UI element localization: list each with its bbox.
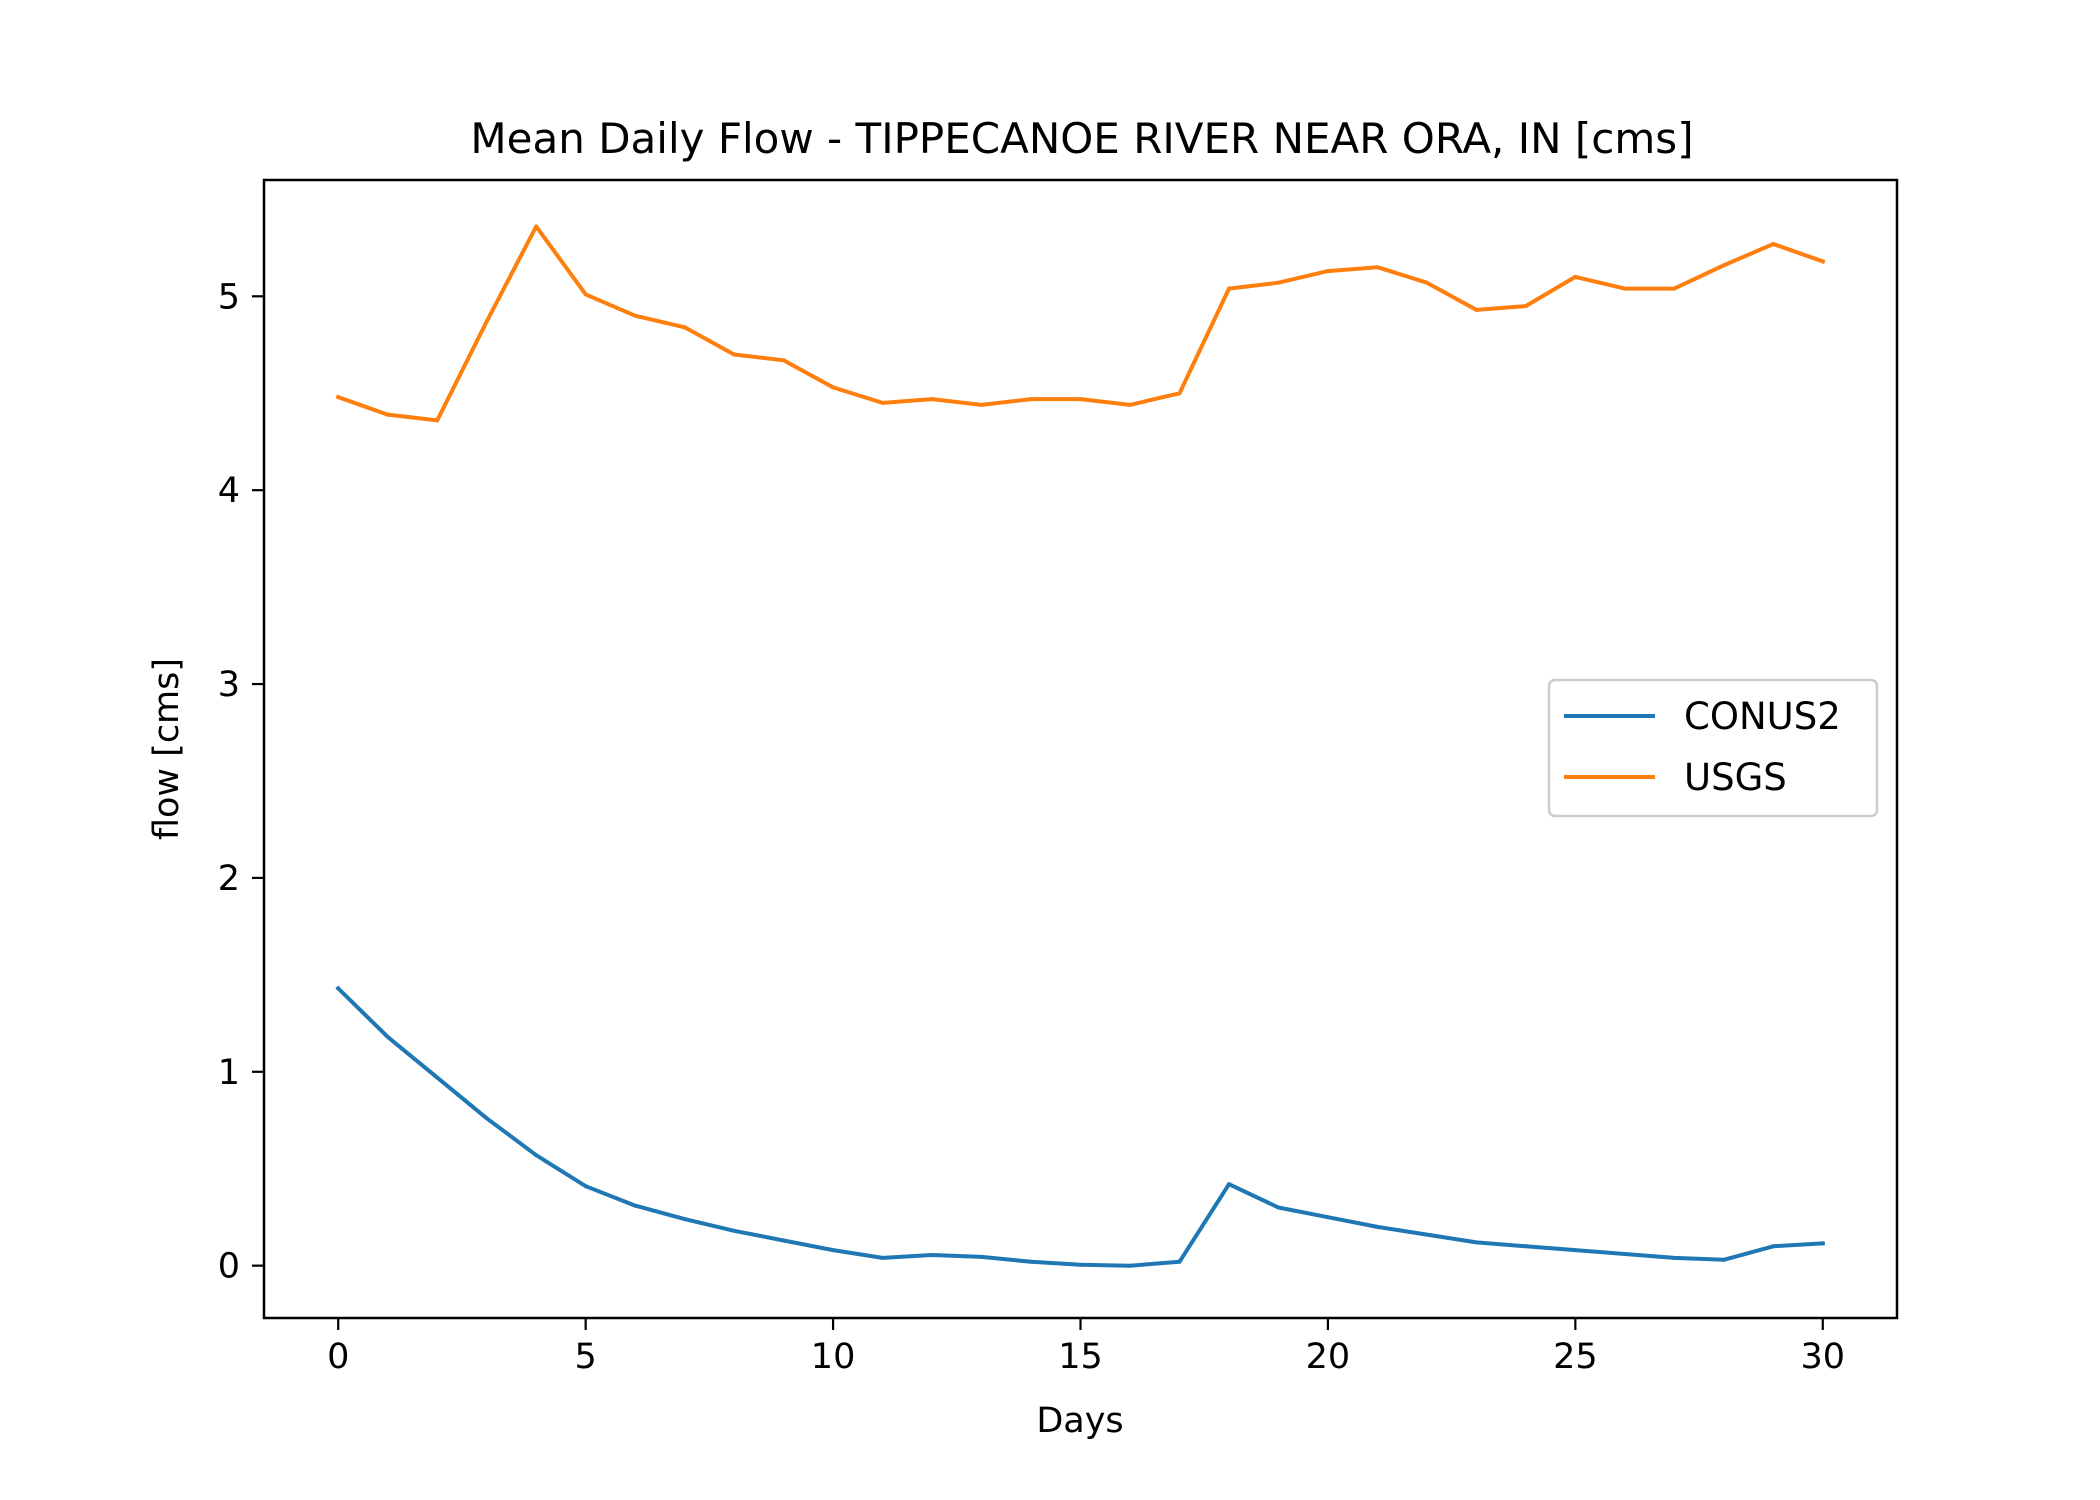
data-point-conus2 — [1177, 1259, 1182, 1264]
data-point-conus2 — [1622, 1252, 1627, 1256]
data-point-conus2 — [781, 1238, 786, 1243]
data-point-conus2 — [1474, 1240, 1479, 1245]
data-point-conus2 — [1672, 1255, 1677, 1260]
x-tick-label: 20 — [1306, 1337, 1351, 1377]
y-tick-label: 1 — [218, 1053, 240, 1093]
data-point-usgs — [979, 402, 984, 407]
y-axis-ticks: 0 1 2 3 4 5 — [218, 277, 264, 1287]
data-point-usgs — [1523, 304, 1528, 308]
data-point-usgs — [1375, 265, 1380, 270]
x-tick-label: 30 — [1800, 1337, 1845, 1377]
data-point-usgs — [781, 358, 786, 363]
data-point-conus2 — [1721, 1257, 1726, 1262]
data-point-usgs — [633, 313, 638, 318]
data-point-usgs — [1078, 397, 1083, 402]
data-point-conus2 — [682, 1217, 687, 1222]
data-point-conus2 — [1227, 1182, 1231, 1187]
data-point-usgs — [336, 395, 341, 400]
y-tick-label: 0 — [218, 1247, 240, 1287]
data-point-conus2 — [732, 1228, 737, 1233]
data-point-usgs — [583, 292, 588, 297]
data-point-conus2 — [1375, 1224, 1380, 1229]
data-point-usgs — [1177, 391, 1182, 396]
data-point-usgs — [1474, 307, 1479, 312]
data-point-usgs — [1029, 397, 1033, 402]
data-point-conus2 — [1771, 1244, 1776, 1249]
data-point-usgs — [880, 400, 885, 405]
data-point-usgs — [1424, 280, 1429, 285]
data-point-usgs — [484, 319, 489, 324]
data-point-conus2 — [930, 1253, 934, 1257]
x-tick-label: 5 — [575, 1337, 597, 1377]
data-point-conus2 — [1276, 1205, 1281, 1210]
data-point-conus2 — [1820, 1241, 1825, 1246]
x-tick-label: 10 — [811, 1337, 856, 1377]
data-point-usgs — [1227, 286, 1231, 291]
data-point-conus2 — [831, 1248, 836, 1253]
data-point-usgs — [1672, 286, 1677, 291]
data-point-conus2 — [1128, 1263, 1132, 1268]
x-tick-label: 0 — [327, 1337, 349, 1377]
y-axis-label: flow [cms] — [147, 658, 187, 840]
data-point-conus2 — [435, 1075, 440, 1080]
data-point-conus2 — [336, 986, 341, 991]
series-lines — [335, 224, 1826, 1268]
legend-label-conus2: CONUS2 — [1684, 695, 1841, 738]
data-point-usgs — [1325, 269, 1330, 274]
data-point-conus2 — [484, 1116, 489, 1121]
data-point-usgs — [831, 385, 836, 390]
data-point-usgs — [435, 418, 440, 423]
x-axis-label: Days — [1036, 1401, 1123, 1441]
data-point-usgs — [1622, 286, 1627, 291]
y-tick-label: 3 — [218, 665, 240, 705]
data-point-usgs — [1820, 259, 1825, 264]
data-point-usgs — [1573, 274, 1578, 279]
data-point-conus2 — [1573, 1248, 1578, 1253]
data-point-usgs — [732, 352, 737, 357]
x-axis-ticks: 0 5 10 15 20 25 30 — [327, 1318, 1845, 1377]
data-point-conus2 — [1078, 1262, 1083, 1267]
data-point-conus2 — [534, 1153, 539, 1158]
series-line-conus2 — [335, 985, 1825, 1268]
data-point-usgs — [534, 224, 539, 229]
data-point-usgs — [1771, 242, 1776, 246]
series-line-usgs — [335, 224, 1826, 423]
data-point-conus2 — [633, 1203, 638, 1208]
chart-legend: CONUS2 USGS — [1547, 678, 1879, 818]
chart-title: Mean Daily Flow - TIPPECANOE RIVER NEAR … — [470, 114, 1693, 163]
data-point-conus2 — [880, 1255, 885, 1260]
data-point-conus2 — [385, 1034, 390, 1039]
y-tick-label: 2 — [218, 859, 240, 899]
legend-label-usgs: USGS — [1684, 756, 1787, 799]
data-point-usgs — [1128, 402, 1132, 407]
data-point-conus2 — [1424, 1232, 1429, 1237]
data-point-usgs — [930, 397, 934, 402]
data-point-conus2 — [583, 1184, 588, 1189]
data-point-conus2 — [1523, 1244, 1528, 1249]
y-tick-label: 4 — [218, 471, 240, 511]
data-point-usgs — [385, 412, 390, 417]
data-point-conus2 — [1325, 1215, 1330, 1220]
data-point-conus2 — [1029, 1259, 1033, 1264]
data-point-usgs — [1276, 280, 1281, 285]
x-tick-label: 25 — [1553, 1337, 1598, 1377]
y-tick-label: 5 — [218, 277, 240, 317]
data-point-usgs — [682, 325, 687, 330]
data-point-conus2 — [979, 1254, 984, 1259]
data-point-usgs — [1721, 263, 1726, 268]
x-tick-label: 15 — [1058, 1337, 1103, 1377]
